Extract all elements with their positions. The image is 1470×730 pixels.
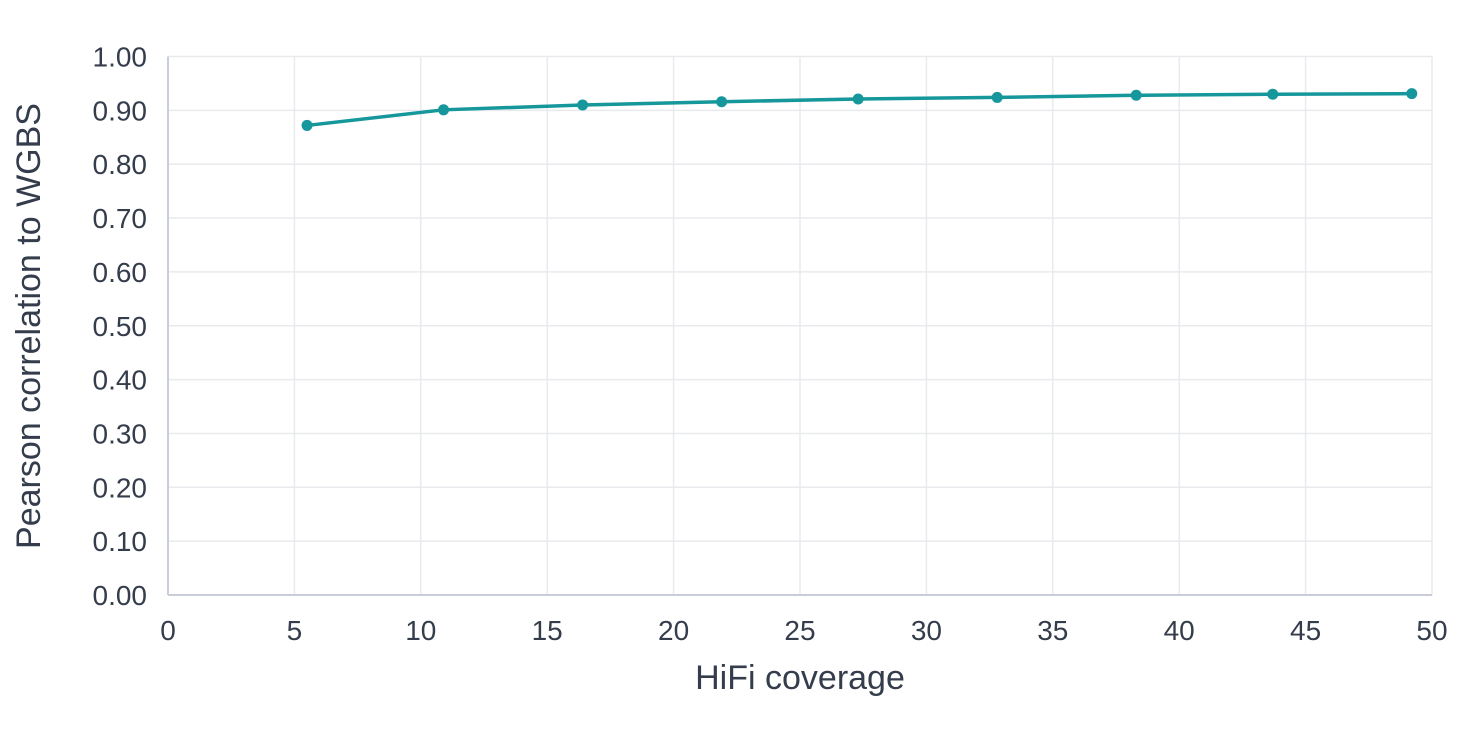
x-tick-label: 45 [1290, 615, 1321, 646]
y-tick-label: 0.70 [93, 203, 148, 234]
y-axis-tick-labels: 0.00 0.10 0.20 0.30 0.40 0.50 0.60 0.70 0.80 0.90… [93, 42, 148, 612]
data-point [1406, 88, 1418, 100]
y-tick-label: 0.40 [93, 365, 148, 396]
y-tick-label: 0.60 [93, 257, 148, 288]
y-tick-label: 0.10 [93, 526, 148, 557]
y-tick-label: 0.90 [93, 95, 148, 126]
x-tick-label: 30 [911, 615, 942, 646]
data-point [438, 104, 450, 116]
x-tick-label: 15 [532, 615, 563, 646]
x-tick-label: 5 [287, 615, 303, 646]
x-axis-tick-labels: 0 5 10 15 20 25 30 35 40 45 50 [160, 615, 1447, 646]
x-tick-label: 50 [1416, 615, 1447, 646]
data-point [716, 96, 728, 108]
y-axis-title: Pearson correlation to WGBS [10, 103, 48, 549]
data-point [1267, 88, 1279, 100]
data-point [852, 93, 864, 105]
y-tick-label: 0.30 [93, 418, 148, 449]
data-point [991, 91, 1003, 103]
x-tick-label: 10 [405, 615, 436, 646]
y-tick-label: 0.50 [93, 311, 148, 342]
x-tick-label: 0 [160, 615, 176, 646]
x-tick-label: 20 [658, 615, 689, 646]
y-tick-label: 0.20 [93, 472, 148, 503]
x-tick-label: 35 [1037, 615, 1068, 646]
y-tick-label: 1.00 [93, 42, 148, 73]
y-tick-label: 0.00 [93, 580, 148, 611]
x-tick-label: 40 [1164, 615, 1195, 646]
y-tick-label: 0.80 [93, 149, 148, 180]
axis-lines [167, 56, 1432, 596]
x-axis-title: HiFi coverage [695, 659, 905, 697]
data-point [301, 119, 313, 131]
data-point [1130, 89, 1142, 101]
data-series [301, 88, 1418, 131]
data-point [577, 99, 589, 111]
gridlines [168, 55, 1433, 595]
x-tick-label: 25 [784, 615, 815, 646]
